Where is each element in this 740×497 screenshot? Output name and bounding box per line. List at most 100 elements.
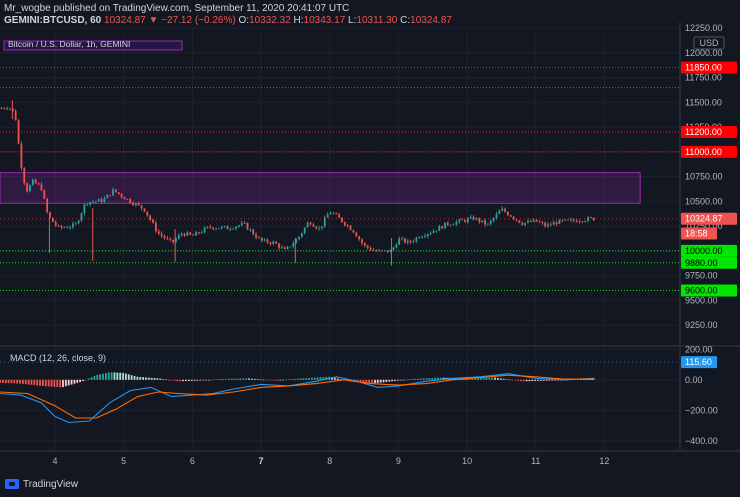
price-chart[interactable]: 9250.009500.009750.0010000.0010250.00105… — [0, 0, 740, 475]
candle-body — [484, 220, 486, 225]
macd-histogram-bar — [73, 379, 76, 384]
candle-body — [100, 199, 103, 203]
price-axis-tick-label: 9250.00 — [685, 320, 718, 330]
price-axis-label-box[interactable] — [681, 61, 737, 74]
macd-histogram-bar — [582, 379, 585, 381]
candle-body — [575, 220, 578, 223]
macd-histogram-bar — [519, 379, 522, 382]
candle-body — [312, 224, 315, 227]
candle-body — [469, 216, 472, 219]
macd-histogram-bar — [585, 379, 588, 381]
candle-body — [31, 179, 34, 186]
macd-histogram-bar — [419, 378, 422, 380]
candle-body — [321, 226, 323, 229]
macd-histogram-bar — [145, 377, 147, 380]
macd-histogram-bar — [511, 379, 514, 381]
candle-body — [129, 198, 132, 203]
candle-body — [249, 229, 252, 231]
candle-body — [329, 212, 332, 215]
tradingview-logo[interactable]: TradingView — [5, 478, 78, 490]
macd-histogram-bar — [182, 379, 185, 382]
candle-body — [498, 210, 501, 214]
candle-body — [369, 247, 372, 250]
candle-body — [392, 247, 395, 250]
macd-histogram-bar — [411, 379, 414, 380]
candle-body — [203, 227, 206, 233]
macd-histogram-bar — [82, 379, 84, 382]
macd-histogram-bar — [385, 379, 388, 382]
price-axis-label-box[interactable] — [681, 244, 737, 257]
macd-histogram-bar — [305, 378, 308, 380]
price-axis-label-box[interactable] — [681, 256, 737, 269]
macd-histogram-bar — [319, 377, 322, 380]
candle-body — [318, 228, 320, 229]
macd-histogram-bar — [531, 379, 534, 382]
macd-histogram-bar — [47, 379, 50, 387]
price-axis-label-box[interactable] — [681, 126, 737, 139]
candle-body — [570, 219, 572, 221]
candle-body — [358, 236, 361, 240]
candle-body — [189, 232, 192, 235]
macd-value-box — [681, 356, 717, 369]
candle-body — [226, 226, 229, 230]
close-label: C: — [400, 15, 411, 26]
macd-histogram-bar — [53, 379, 56, 387]
macd-histogram-bar — [431, 377, 434, 380]
candle-body — [515, 219, 518, 221]
macd-histogram-bar — [242, 378, 245, 380]
candle-body — [561, 219, 564, 221]
macd-histogram-bar — [477, 377, 479, 380]
symbol-name[interactable]: GEMINI:BTCUSD, 60 — [4, 15, 102, 26]
candle-body — [421, 236, 423, 238]
macd-histogram-bar — [24, 379, 27, 385]
macd-histogram-bar — [542, 379, 545, 381]
macd-histogram-bar — [248, 378, 250, 380]
price-axis-label-box[interactable] — [681, 212, 737, 225]
candle-body — [140, 205, 143, 209]
macd-histogram-bar — [30, 379, 33, 385]
macd-histogram-bar — [150, 377, 153, 380]
macd-histogram-bar — [482, 377, 485, 380]
candle-body — [552, 222, 555, 225]
macd-histogram-bar — [36, 379, 39, 386]
macd-histogram-bar — [408, 379, 411, 380]
candle-body — [40, 184, 43, 191]
candle-body — [220, 226, 223, 229]
macd-histogram-bar — [84, 379, 87, 381]
candle-body — [120, 194, 123, 198]
candle-body — [590, 217, 592, 219]
candle-body — [177, 235, 180, 239]
candle-body — [355, 232, 358, 237]
macd-histogram-bar — [270, 379, 273, 381]
candle-body — [157, 231, 160, 234]
price-axis-label-box[interactable] — [681, 284, 737, 297]
macd-histogram-bar — [62, 379, 64, 388]
candle-body — [524, 222, 527, 225]
candle-body — [366, 245, 369, 248]
candle-body — [14, 110, 17, 121]
candle-body — [435, 230, 438, 232]
candle-body — [263, 239, 266, 241]
price-change: ▼ −27.12 (−0.26%) — [148, 15, 236, 26]
candle-body — [69, 227, 71, 228]
candle-body — [280, 247, 283, 249]
macd-histogram-bar — [167, 379, 170, 381]
candle-body — [438, 226, 441, 231]
candle-body — [9, 108, 11, 110]
macd-histogram-bar — [268, 379, 270, 381]
supply-zone-rectangle[interactable] — [0, 172, 641, 204]
price-axis-label-box[interactable] — [681, 145, 737, 158]
macd-line — [0, 373, 595, 424]
candle-body — [54, 221, 57, 226]
candle-body — [83, 204, 86, 214]
macd-histogram-bar — [39, 379, 41, 386]
time-axis-tick-label: 7 — [259, 456, 264, 466]
candle-body — [592, 217, 595, 221]
candle-body — [243, 222, 246, 224]
macd-histogram-bar — [179, 379, 182, 382]
currency-label: USD — [699, 38, 719, 48]
macd-histogram-bar — [162, 379, 165, 380]
candle-body — [169, 238, 172, 240]
candle-body — [80, 213, 83, 221]
last-price: 10324.87 — [104, 15, 146, 26]
